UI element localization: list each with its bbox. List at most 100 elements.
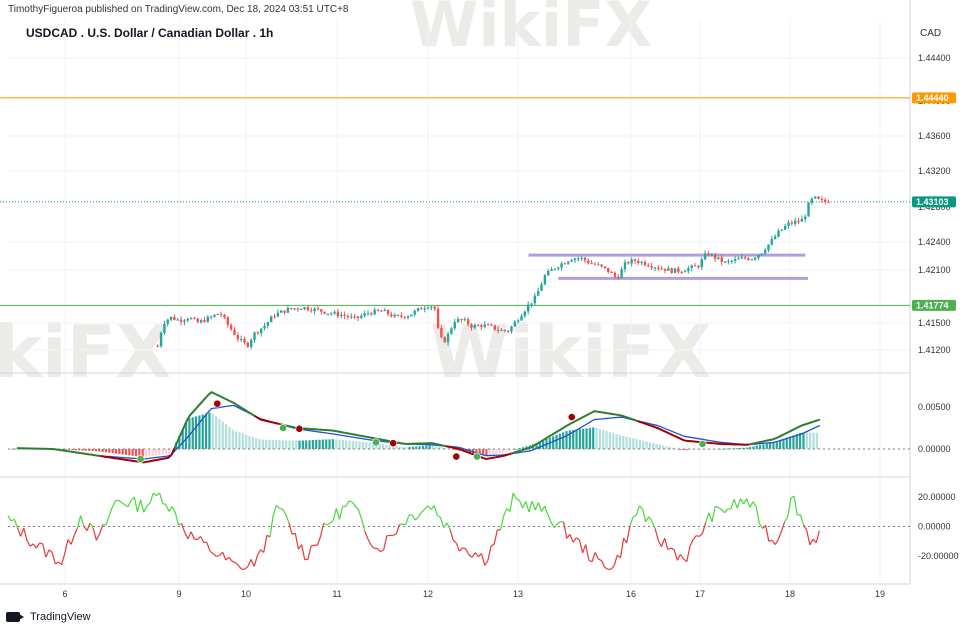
candle-body bbox=[216, 314, 220, 316]
candle-body bbox=[416, 308, 420, 311]
histogram-bar bbox=[235, 431, 238, 449]
oscillator-segment bbox=[20, 527, 25, 537]
histogram-bar bbox=[578, 429, 581, 449]
histogram-bar bbox=[725, 448, 728, 450]
oscillator-segment bbox=[370, 544, 375, 549]
candle-body bbox=[283, 310, 286, 313]
histogram-bar bbox=[168, 449, 171, 454]
oscillator-segment bbox=[604, 566, 609, 570]
histogram-bar bbox=[505, 449, 508, 452]
oscillator-segment bbox=[550, 521, 555, 528]
oscillator-segment bbox=[146, 502, 151, 507]
histogram-bar bbox=[515, 448, 518, 450]
histogram-bar bbox=[795, 434, 798, 449]
histogram-bar bbox=[789, 436, 792, 449]
oscillator-segment bbox=[329, 519, 334, 524]
oscillator-tick-label: 0.00000 bbox=[918, 522, 951, 532]
histogram-bar bbox=[668, 446, 672, 449]
oscillator-segment bbox=[518, 500, 524, 509]
histogram-bar bbox=[218, 419, 221, 449]
candle-body bbox=[316, 308, 320, 310]
oscillator-segment bbox=[244, 565, 249, 570]
oscillator-segment bbox=[591, 552, 596, 562]
oscillator-segment bbox=[83, 525, 88, 532]
oscillator-segment bbox=[768, 539, 773, 542]
oscillator-segment bbox=[696, 535, 700, 538]
oscillator-segment bbox=[803, 524, 808, 531]
oscillator-segment bbox=[184, 532, 189, 540]
oscillator-segment bbox=[269, 515, 274, 538]
candle-body bbox=[486, 324, 490, 326]
histogram-bar bbox=[321, 439, 324, 449]
oscillator-segment bbox=[279, 507, 283, 510]
histogram-bar bbox=[475, 449, 478, 455]
histogram-bar bbox=[491, 449, 495, 455]
histogram-bar bbox=[184, 423, 188, 449]
y-tick-label: 1.41500 bbox=[918, 318, 951, 328]
oscillator-segment bbox=[307, 545, 312, 560]
candle-body bbox=[677, 268, 680, 272]
candle-body bbox=[249, 339, 253, 347]
x-axis-ticks: 6 9 10 11 12 13 16 17 18 19 bbox=[62, 589, 885, 599]
x-tick-label: 10 bbox=[241, 589, 251, 599]
oscillator-segment bbox=[755, 506, 760, 524]
candle-body bbox=[670, 268, 673, 273]
histogram-bar bbox=[138, 449, 141, 457]
histogram-bar bbox=[281, 440, 284, 449]
oscillator-segment bbox=[777, 531, 783, 540]
oscillator-segment bbox=[42, 543, 47, 558]
oscillator-segment bbox=[515, 497, 520, 501]
histogram-bar bbox=[478, 449, 481, 455]
histogram-bar bbox=[485, 449, 488, 456]
candle-body bbox=[673, 268, 677, 273]
tradingview-icon bbox=[6, 612, 24, 622]
oscillator-segment bbox=[275, 505, 280, 509]
oscillator-segment bbox=[806, 530, 811, 546]
histogram-bar bbox=[114, 449, 118, 454]
oscillator-segment bbox=[48, 549, 53, 553]
oscillator-segment bbox=[692, 535, 697, 540]
oscillator-segment bbox=[16, 527, 22, 537]
cross-marker bbox=[698, 440, 707, 448]
candle-body bbox=[653, 267, 657, 269]
candle-body bbox=[747, 258, 750, 260]
price-badge bbox=[912, 196, 956, 208]
tradingview-logo[interactable]: TradingView bbox=[6, 611, 91, 623]
oscillator-segment bbox=[623, 537, 628, 544]
oscillator-segment bbox=[439, 517, 445, 528]
cross-marker bbox=[279, 424, 288, 432]
histogram-bar bbox=[488, 449, 491, 456]
histogram-bar bbox=[745, 447, 748, 449]
histogram-bar bbox=[361, 441, 365, 449]
oscillator-segment bbox=[200, 536, 205, 543]
y-tick-label: 1.41200 bbox=[918, 345, 951, 355]
candle-body bbox=[633, 259, 637, 261]
candle-body bbox=[443, 337, 446, 343]
oscillator-segment bbox=[799, 514, 805, 526]
histogram-bar bbox=[201, 414, 204, 449]
range-band bbox=[528, 253, 809, 280]
histogram-bar bbox=[742, 447, 745, 449]
candle-body bbox=[343, 314, 346, 317]
candle-body bbox=[353, 316, 356, 318]
oscillator-segment bbox=[98, 524, 104, 535]
histogram-bar bbox=[735, 448, 738, 449]
histogram-bar bbox=[378, 443, 381, 449]
candle-body bbox=[213, 314, 216, 317]
histogram-bar bbox=[221, 421, 224, 449]
candle-body bbox=[430, 306, 433, 308]
candle-body bbox=[186, 318, 189, 321]
y-tick-label: 1.42400 bbox=[918, 237, 951, 247]
candle-body bbox=[773, 236, 777, 240]
histogram-bar bbox=[214, 416, 218, 449]
candle-body bbox=[293, 308, 296, 310]
histogram-bar bbox=[675, 448, 678, 450]
pane-separators bbox=[0, 0, 911, 585]
oscillator-segment bbox=[383, 535, 388, 550]
oscillator-segment bbox=[569, 534, 574, 543]
oscillator-segment bbox=[108, 507, 113, 517]
oscillator-segment bbox=[222, 551, 227, 561]
candle-body bbox=[780, 229, 784, 231]
oscillator-segment bbox=[683, 558, 688, 563]
histogram-bar bbox=[278, 440, 281, 449]
